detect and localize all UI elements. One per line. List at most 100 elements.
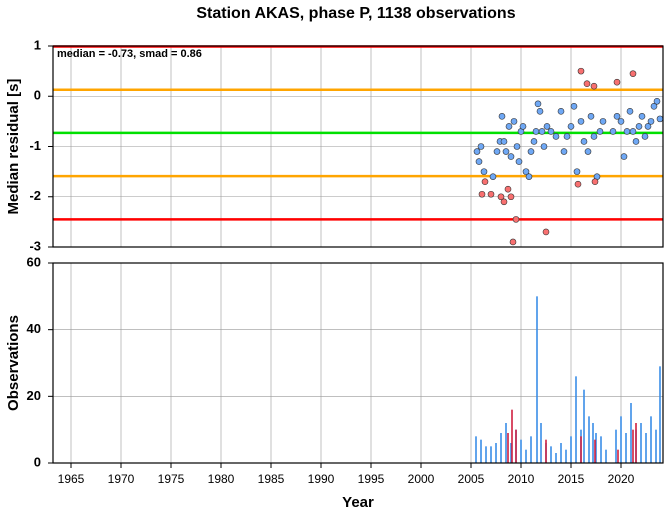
point	[475, 158, 483, 165]
bar	[520, 439, 522, 463]
point	[509, 238, 517, 246]
point	[650, 103, 658, 110]
bar	[515, 429, 517, 463]
point	[629, 128, 637, 135]
point	[552, 133, 560, 140]
x-tick-label: 1965	[58, 472, 85, 486]
bar	[505, 423, 507, 463]
point	[480, 168, 488, 175]
x-tick-label: 1980	[208, 472, 235, 486]
bar	[507, 433, 509, 463]
bar	[485, 446, 487, 463]
bar	[594, 439, 596, 463]
bar	[650, 416, 652, 463]
y-axis-label: Observations	[5, 315, 22, 411]
point	[542, 228, 550, 236]
y-tick-label: 0	[34, 88, 41, 103]
bar	[617, 449, 619, 463]
point	[502, 148, 510, 155]
x-tick-label: 1975	[158, 472, 185, 486]
point	[534, 100, 542, 108]
bar	[645, 433, 647, 463]
bar	[560, 443, 562, 463]
x-tick-label: 2020	[608, 472, 635, 486]
point	[527, 148, 535, 155]
point	[525, 173, 533, 180]
point	[487, 190, 495, 198]
y-tick-label: -2	[29, 188, 41, 203]
point	[507, 153, 515, 160]
bar	[575, 376, 577, 463]
point	[609, 128, 617, 135]
bar	[625, 433, 627, 463]
point	[580, 138, 588, 145]
point	[620, 153, 628, 160]
x-tick-label: 1995	[358, 472, 385, 486]
bar	[565, 449, 567, 463]
point	[574, 180, 582, 188]
point	[647, 118, 655, 125]
point	[500, 198, 508, 206]
point	[573, 168, 581, 175]
bar	[659, 366, 661, 463]
point	[623, 128, 631, 135]
point	[587, 113, 595, 120]
point	[577, 67, 585, 75]
bar	[588, 416, 590, 463]
bar	[570, 436, 572, 463]
bar	[592, 423, 594, 463]
point	[500, 138, 508, 145]
point	[493, 148, 501, 155]
bar	[550, 446, 552, 463]
x-tick-label: 1970	[108, 472, 135, 486]
bar	[595, 433, 597, 463]
point	[505, 123, 513, 130]
bar	[635, 423, 637, 463]
point	[507, 193, 515, 201]
bar	[545, 439, 547, 463]
bar	[500, 433, 502, 463]
point	[473, 148, 481, 155]
point	[570, 103, 578, 110]
point	[515, 158, 523, 165]
point	[591, 178, 599, 185]
point	[599, 118, 607, 125]
bar	[583, 389, 585, 463]
point	[532, 128, 540, 135]
x-tick-label: 1990	[308, 472, 335, 486]
point	[481, 178, 489, 185]
bar	[510, 443, 512, 463]
bar	[640, 423, 642, 463]
point	[513, 143, 521, 150]
bar	[605, 449, 607, 463]
bar	[511, 409, 513, 463]
x-tick-label: 2005	[458, 472, 485, 486]
y-tick-label: 60	[27, 254, 41, 269]
bar	[555, 453, 557, 463]
point	[656, 115, 664, 123]
point	[583, 80, 591, 87]
point	[547, 128, 555, 135]
bar	[632, 429, 634, 463]
point	[635, 123, 643, 130]
point	[613, 78, 621, 86]
point	[504, 185, 512, 193]
point	[613, 113, 621, 120]
point	[641, 133, 649, 140]
bar	[525, 449, 527, 463]
point	[538, 128, 546, 135]
x-tick-label: 2015	[558, 472, 585, 486]
point	[629, 70, 637, 77]
bar	[580, 436, 582, 463]
point	[638, 113, 646, 120]
point	[567, 123, 575, 130]
x-tick-label: 2010	[508, 472, 535, 486]
y-tick-label: -3	[29, 238, 41, 253]
point	[510, 118, 518, 125]
x-axis-label: Year	[342, 494, 374, 511]
point	[477, 143, 485, 150]
point	[557, 108, 565, 115]
bar	[490, 446, 492, 463]
bar	[600, 436, 602, 463]
point	[617, 118, 625, 125]
